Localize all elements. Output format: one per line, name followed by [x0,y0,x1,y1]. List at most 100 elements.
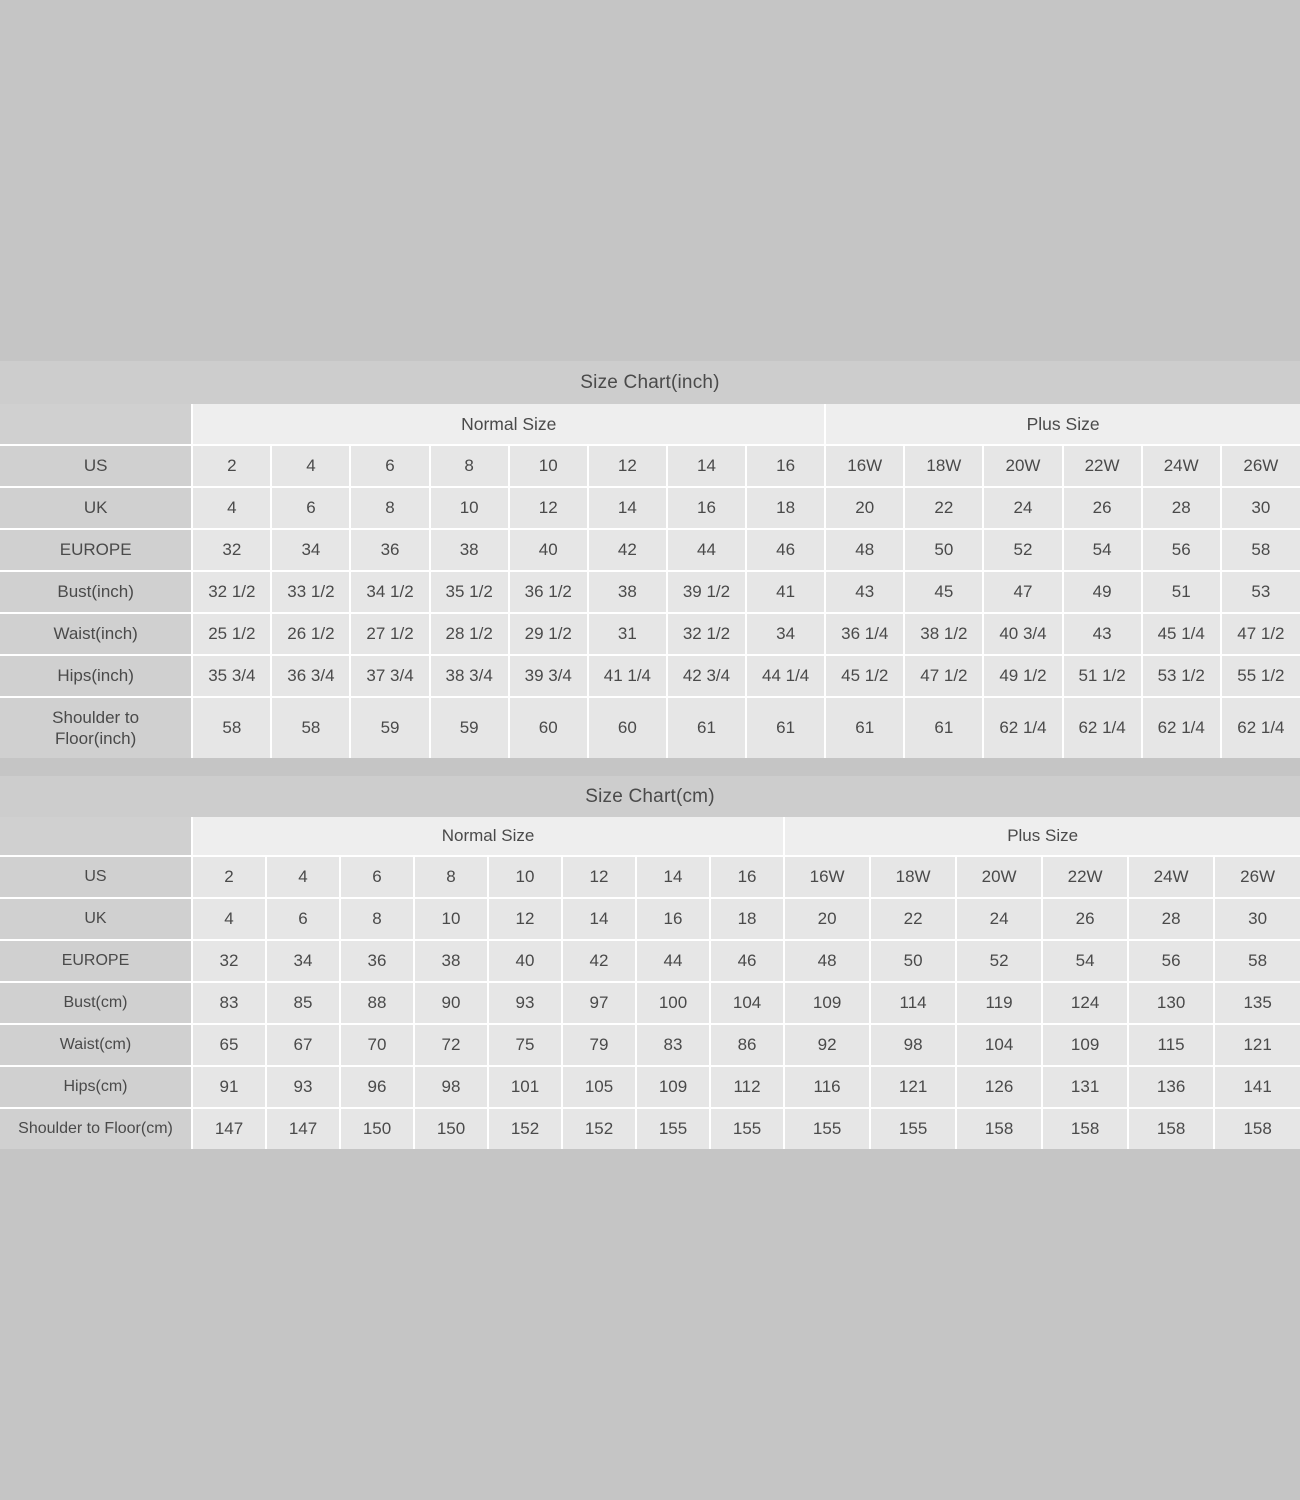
cell: 34 [266,940,341,983]
cell: 28 [1141,487,1222,530]
cell: 24 [956,898,1044,941]
table-row: Shoulder to Floor(cm) 147 147 150 150 152 152 1… [0,1108,1300,1149]
cell: 47 [983,571,1064,614]
cell: 42 [587,529,668,572]
cell: 88 [340,982,415,1025]
row-label-us: US [0,445,194,488]
cell: 72 [414,1024,489,1067]
cell: 54 [1062,529,1143,572]
cell: 96 [340,1066,415,1109]
cell: 16 [746,445,827,488]
cell: 44 1/4 [746,655,827,698]
cell: 18 [746,487,827,530]
cell: 4 [271,445,352,488]
cell: 20 [825,487,906,530]
cell: 141 [1214,1066,1300,1109]
cell: 121 [870,1066,958,1109]
cell: 43 [825,571,906,614]
cell: 61 [825,697,906,758]
cell: 30 [1220,487,1300,530]
cell: 130 [1128,982,1216,1025]
cell: 8 [429,445,510,488]
size-group-header-row: Normal Size Plus Size [0,404,1300,446]
cell: 115 [1128,1024,1216,1067]
cell: 6 [271,487,352,530]
cell: 79 [562,1024,637,1067]
cell: 51 1/2 [1062,655,1143,698]
cell: 51 [1141,571,1222,614]
table-row: Hips(cm) 91 93 96 98 101 105 109 112 116 121 126 131… [0,1066,1300,1109]
cell: 6 [340,856,415,899]
cell: 65 [192,1024,267,1067]
cell: 34 [271,529,352,572]
cell: 26W [1214,856,1300,899]
cell: 92 [784,1024,872,1067]
cell: 109 [636,1066,711,1109]
cell: 33 1/2 [271,571,352,614]
cell: 52 [956,940,1044,983]
cell: 10 [414,898,489,941]
cell: 54 [1042,940,1130,983]
row-label-bustcm: Bust(cm) [0,982,193,1025]
cell: 39 1/2 [666,571,748,614]
table-row: US 2 4 6 8 10 12 14 16 16W 18W 20W 22W 24W 26W [0,856,1300,899]
cell: 16W [784,856,872,899]
size-chart-inch-block: Size Chart(inch) Normal Size Plus Size US 2… [0,361,1300,758]
cell: 98 [870,1024,958,1067]
cell: 75 [488,1024,563,1067]
cell: 62 1/4 [1141,697,1222,758]
cell: 58 [192,697,273,758]
cell: 155 [636,1108,711,1149]
cell: 40 3/4 [983,613,1064,656]
cell: 24W [1128,856,1216,899]
row-label-hipscm: Hips(cm) [0,1066,193,1109]
size-group-header-normal-size: Normal Size [192,817,786,857]
cell: 158 [1042,1108,1130,1149]
cell: 12 [587,445,668,488]
cell: 40 [488,940,563,983]
size-chart-cm-body: Normal Size Plus Size US 2 4 6 8 10 12 14 16 16W 18W… [0,817,1300,1149]
cell: 22 [870,898,958,941]
cell: 26 [1042,898,1130,941]
cell: 44 [636,940,711,983]
size-group-header-row: Normal Size Plus Size [0,817,1300,857]
row-label-shoulder-to-floorcm: Shoulder to Floor(cm) [0,1108,193,1149]
cell: 4 [266,856,341,899]
table-row: UK 4 6 8 10 12 14 16 18 20 22 24 26 28 30 [0,487,1300,530]
cell: 104 [710,982,786,1025]
table-row: Shoulder to Floor(inch) 58 58 59 59 60 60 61 61 61… [0,697,1300,758]
cell: 124 [1042,982,1130,1025]
table-row: EUROPE 32 34 36 38 40 42 44 46 48 50 52 54 56 58 [0,940,1300,983]
cell: 35 3/4 [192,655,273,698]
cell: 45 1/2 [825,655,906,698]
cell: 26 [1062,487,1143,530]
cell: 59 [429,697,510,758]
cell: 27 1/2 [350,613,431,656]
size-group-header-plus-size: Plus Size [784,817,1300,857]
cell: 53 [1220,571,1300,614]
cell: 158 [1214,1108,1300,1149]
cell: 31 [587,613,668,656]
cell: 36 1/2 [508,571,589,614]
size-chart-inch-table: Normal Size Plus Size US 2 4 6 8 10 12 14 16 16W 18W… [0,404,1300,758]
cell: 32 [192,940,267,983]
size-chart-cm-table: Normal Size Plus Size US 2 4 6 8 10 12 14 16 16W 18W… [0,817,1300,1149]
cell: 85 [266,982,341,1025]
row-label-waistcm: Waist(cm) [0,1024,193,1067]
cell: 12 [488,898,563,941]
cell: 61 [666,697,748,758]
cell: 36 1/4 [825,613,906,656]
cell: 109 [1042,1024,1130,1067]
cell: 32 1/2 [192,571,273,614]
cell: 10 [508,445,589,488]
cell: 52 [983,529,1064,572]
cell: 58 [271,697,352,758]
cell: 60 [587,697,668,758]
row-label-waistinch: Waist(inch) [0,613,194,656]
row-label-uk: UK [0,898,193,941]
cell: 38 1/2 [904,613,985,656]
cell: 22W [1062,445,1143,488]
cell: 114 [870,982,958,1025]
cell: 62 1/4 [1220,697,1300,758]
